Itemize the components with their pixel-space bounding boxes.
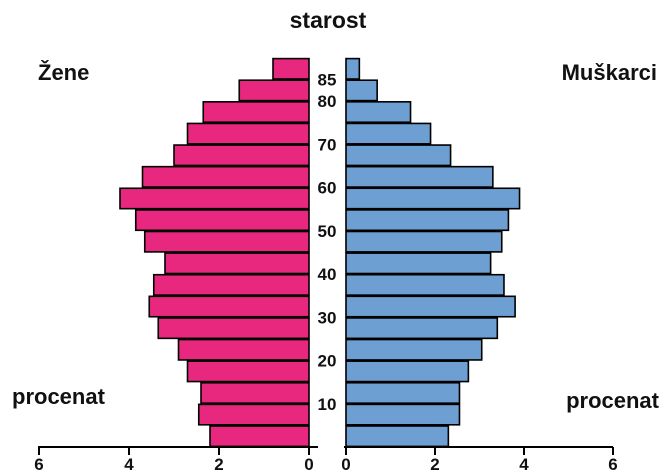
female-bar-60-64 <box>141 165 310 188</box>
age-label: 80 <box>318 92 337 111</box>
age-label: 60 <box>318 179 337 198</box>
male-bar-15-19 <box>345 360 470 383</box>
female-label: Žene <box>38 60 89 85</box>
female-bar-25-29 <box>157 317 310 340</box>
female-bar-65-69 <box>173 144 310 167</box>
male-bar-0-4 <box>345 425 450 448</box>
male-bars <box>345 57 521 448</box>
male-bar-35-39 <box>345 273 505 296</box>
male-bar-55-59 <box>345 187 521 210</box>
tick-label-male: 0 <box>341 455 350 474</box>
tick-label-male: 4 <box>519 455 529 474</box>
age-label: 20 <box>318 352 337 371</box>
age-label: 70 <box>318 135 337 154</box>
age-labels: 85 80 70 60 50 40 30 20 10 <box>318 71 337 414</box>
male-bar-70-74 <box>345 122 432 145</box>
male-bar-40-44 <box>345 252 492 275</box>
female-bar-85+ <box>272 57 310 80</box>
female-bar-10-14 <box>200 381 310 404</box>
chart-title: starost <box>290 7 367 33</box>
male-label: Muškarci <box>562 60 657 85</box>
female-bar-0-4 <box>209 425 310 448</box>
tick-label-male: 2 <box>430 455 439 474</box>
female-bar-15-19 <box>186 360 310 383</box>
male-bar-10-14 <box>345 381 461 404</box>
tick-label-female: 4 <box>124 455 134 474</box>
x-label-female: procenat <box>12 384 106 409</box>
female-bar-75-79 <box>202 101 310 124</box>
female-bar-70-74 <box>186 122 310 145</box>
male-bar-85+ <box>345 57 361 80</box>
female-bar-80-84 <box>238 79 310 102</box>
female-bar-35-39 <box>152 273 310 296</box>
male-bar-75-79 <box>345 101 412 124</box>
tick-marks <box>38 447 614 455</box>
female-bar-55-59 <box>119 187 310 210</box>
female-bar-50-54 <box>134 209 310 232</box>
tick-label-female: 0 <box>304 455 313 474</box>
male-bar-80-84 <box>345 79 378 102</box>
male-bar-50-54 <box>345 209 510 232</box>
male-bar-25-29 <box>345 317 499 340</box>
male-bar-65-69 <box>345 144 452 167</box>
tick-label-male: 6 <box>608 455 617 474</box>
female-bar-5-9 <box>197 403 310 426</box>
age-label: 40 <box>318 265 337 284</box>
age-label: 30 <box>318 308 337 327</box>
age-label: 85 <box>318 71 337 90</box>
female-bar-40-44 <box>164 252 310 275</box>
age-label: 50 <box>318 222 337 241</box>
male-bar-5-9 <box>345 403 461 426</box>
female-bar-30-34 <box>148 295 310 318</box>
age-label: 10 <box>318 395 337 414</box>
tick-labels: 6 4 2 0 0 2 4 6 <box>34 455 617 474</box>
male-bar-30-34 <box>345 295 516 318</box>
female-bar-45-49 <box>143 230 310 253</box>
male-bar-45-49 <box>345 230 503 253</box>
x-label-male: procenat <box>566 388 660 413</box>
male-bar-20-24 <box>345 338 483 361</box>
female-bar-20-24 <box>177 338 310 361</box>
female-bars <box>119 57 310 448</box>
tick-label-female: 2 <box>214 455 223 474</box>
tick-label-female: 6 <box>34 455 43 474</box>
male-bar-60-64 <box>345 165 494 188</box>
